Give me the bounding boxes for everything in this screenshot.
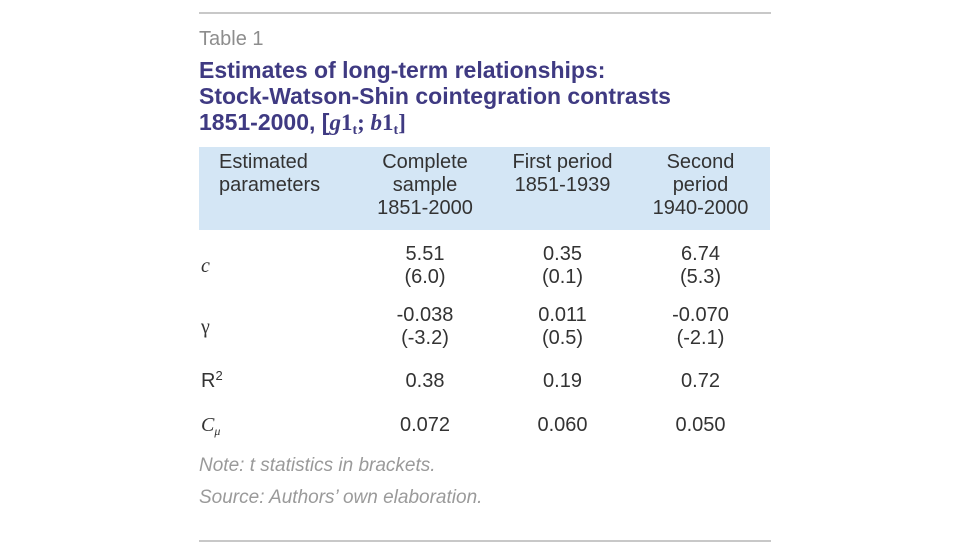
cell-value: 6.74: [681, 243, 720, 265]
table-row: c 5.51 (6.0) 0.35 (0.1) 6.74 (5.3): [199, 230, 770, 289]
cell-value: 0.050: [675, 414, 726, 436]
param-c-letter: C: [201, 414, 215, 436]
table-cell: 0.050: [631, 393, 770, 437]
table-cell: 6.74 (5.3): [631, 230, 770, 289]
cell-stat: (6.0): [404, 266, 446, 288]
cell-value: 0.35: [543, 243, 582, 265]
bottom-rule: [199, 540, 771, 542]
table-cell: 0.38: [356, 350, 494, 393]
param-label: γ: [199, 289, 356, 350]
header-line: parameters: [219, 174, 321, 196]
header-line: 1940-2000: [652, 197, 749, 219]
table-row: Cμ 0.072 0.060 0.050: [199, 393, 770, 437]
title-b-number: 1: [382, 110, 394, 135]
header-first-period: First period 1851-1939: [494, 147, 631, 230]
table-cell: 0.35 (0.1): [494, 230, 631, 289]
cell-value: -0.070: [672, 304, 729, 326]
param-label: c: [199, 230, 356, 289]
table-cell: -0.070 (-2.1): [631, 289, 770, 350]
param-label: R2: [199, 350, 356, 393]
cell-value: 0.72: [681, 370, 720, 392]
header-line: First period: [512, 151, 613, 173]
table-cell: 5.51 (6.0): [356, 230, 494, 289]
cell-value: 0.19: [543, 370, 582, 392]
title-line-1: Estimates of long-term relationships:: [199, 57, 606, 83]
table-title: Estimates of long-term relationships: St…: [199, 57, 771, 138]
table-source: Source: Authors’ own elaboration.: [199, 487, 483, 508]
cell-stat: (-3.2): [401, 327, 449, 349]
table-label: Table 1: [199, 28, 264, 50]
cell-stat: (-2.1): [676, 327, 725, 349]
table-cell: 0.060: [494, 393, 631, 437]
cell-stat: (0.1): [541, 266, 584, 288]
table-cell: 0.011 (0.5): [494, 289, 631, 350]
title-b-subscript: t: [393, 123, 399, 138]
header-line: Second: [666, 151, 735, 173]
cell-value: 0.011: [538, 304, 587, 326]
title-years: 1851-2000, [: [199, 109, 330, 135]
param-c-mu: Cμ: [201, 414, 221, 438]
title-g-number: 1: [340, 110, 353, 135]
table-figure: Table 1 Estimates of long-term relations…: [199, 12, 771, 509]
title-line-2: Stock-Watson-Shin cointegration contrast…: [199, 83, 671, 109]
table-note: Note: t statistics in brackets.: [199, 455, 436, 476]
table-row: γ -0.038 (-3.2) 0.011 (0.5) -0.070 (-2.1): [199, 289, 770, 350]
title-close-bracket: ]: [398, 110, 406, 135]
param-label: Cμ: [199, 393, 356, 437]
header-line: 1851-2000: [377, 197, 473, 219]
table-cell: -0.038 (-3.2): [356, 289, 494, 350]
cell-value: 0.060: [537, 414, 588, 436]
title-line-3: 1851-2000, [g1t; b1t]: [199, 109, 771, 138]
header-second-period: Second period 1940-2000: [631, 147, 770, 230]
cell-value: 0.38: [405, 370, 445, 392]
param-r: R: [201, 370, 216, 392]
top-rule: [199, 12, 771, 14]
header-line: Estimated: [219, 151, 308, 173]
header-line: sample: [392, 174, 458, 196]
table-cell: 0.19: [494, 350, 631, 393]
param-r-superscript: 2: [215, 368, 223, 383]
header-complete-sample: Complete sample 1851-2000: [356, 147, 494, 230]
param-mu-subscript: μ: [214, 424, 221, 438]
param-c: c: [201, 255, 210, 277]
table-cell: 0.72: [631, 350, 770, 393]
table-cell: 0.072: [356, 393, 494, 437]
cell-value: -0.038: [396, 304, 454, 326]
cell-value: 0.072: [399, 414, 451, 436]
header-line: 1851-1939: [514, 174, 611, 196]
header-line: period: [672, 174, 729, 196]
estimates-table: Estimated parameters Complete sample 185…: [199, 147, 770, 437]
title-separator: ;: [357, 110, 371, 135]
header-line: Complete: [382, 151, 468, 173]
title-g-subscript: t: [352, 123, 358, 138]
param-gamma: γ: [201, 316, 210, 338]
cell-stat: (5.3): [679, 266, 722, 288]
header-estimated-parameters: Estimated parameters: [199, 147, 356, 230]
cell-value: 5.51: [405, 243, 445, 265]
title-g-symbol: g: [329, 110, 341, 135]
table-row: R2 0.38 0.19 0.72: [199, 350, 770, 393]
title-b-symbol: b: [370, 110, 383, 135]
table-header-row: Estimated parameters Complete sample 185…: [199, 147, 770, 230]
cell-stat: (0.5): [541, 327, 584, 349]
param-r-squared: R2: [201, 368, 223, 392]
